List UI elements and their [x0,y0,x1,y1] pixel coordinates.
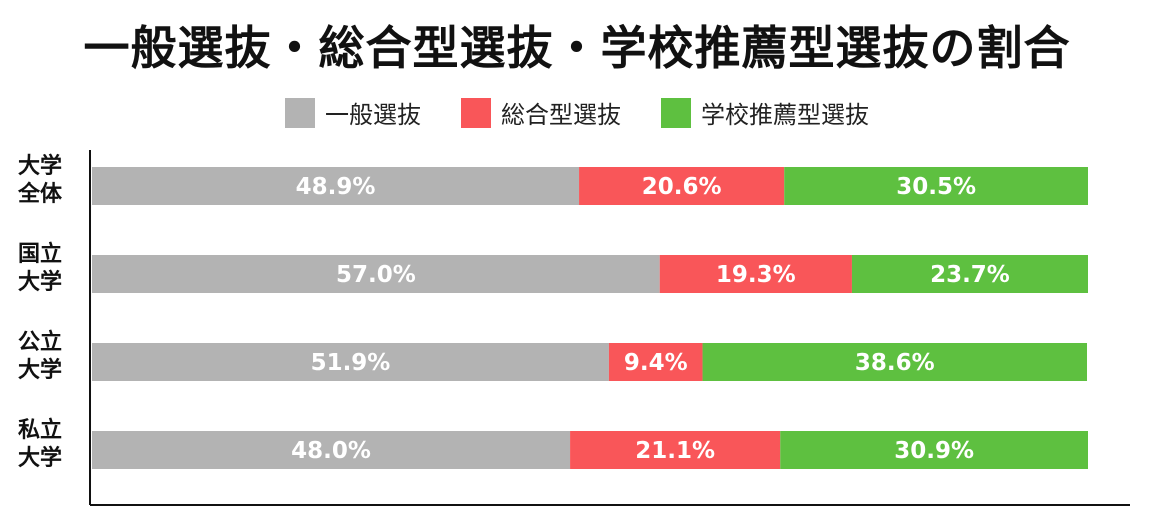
bar-segment [92,431,571,469]
category-label-line: 全体 [17,181,63,207]
bar-segment [579,167,785,205]
legend-label-comprehensive: 総合型選抜 [501,101,621,129]
legend-swatch-comprehensive [461,97,491,128]
bar-segment [851,255,1088,293]
bar-segment [570,431,781,469]
legend-label-recommendation: 学校推薦型選抜 [701,101,869,129]
category-label-line: 公立 [18,329,62,355]
data-label: 48.9% [296,174,376,200]
bar-segment [659,255,852,293]
bar-segment [608,343,703,381]
category-label: 国立大学 [18,241,62,295]
data-label: 9.4% [624,350,688,376]
legend-swatch-recommendation [661,97,691,128]
chart-title: 一般選抜・総合型選抜・学校推薦型選抜の割合 [83,21,1071,75]
legend: 一般選抜 総合型選抜 学校推薦型選抜 [0,95,1154,130]
bar-segment [92,167,580,205]
bar-segment [92,343,609,381]
data-label: 23.7% [930,262,1010,288]
category-label-line: 国立 [18,241,62,267]
data-label: 51.9% [311,350,391,376]
category-label-line: 大学 [18,269,62,295]
category-label: 公立大学 [18,329,62,383]
data-label: 30.5% [896,174,976,200]
bar-segment [780,431,1088,469]
category-label-line: 大学 [18,357,62,383]
legend-label-general: 一般選抜 [325,101,421,129]
legend-item-general: 一般選抜 [285,95,421,130]
data-label: 21.1% [635,438,715,464]
bar-segment [784,167,1088,205]
category-label-line: 大学 [18,153,62,179]
category-label-line: 大学 [18,445,62,471]
bar-segment [92,255,660,293]
category-label: 私立大学 [18,417,62,471]
data-label: 19.3% [716,262,796,288]
data-label: 30.9% [894,438,974,464]
legend-item-recommendation: 学校推薦型選抜 [661,95,869,130]
data-label: 38.6% [855,350,935,376]
data-label: 57.0% [336,262,416,288]
data-label: 20.6% [642,174,722,200]
data-label: 48.0% [291,438,371,464]
bar-segment [702,343,1088,381]
legend-item-comprehensive: 総合型選抜 [461,95,621,130]
legend-swatch-general [285,97,315,128]
category-label-line: 私立 [18,417,62,443]
category-label: 大学全体 [17,153,63,207]
